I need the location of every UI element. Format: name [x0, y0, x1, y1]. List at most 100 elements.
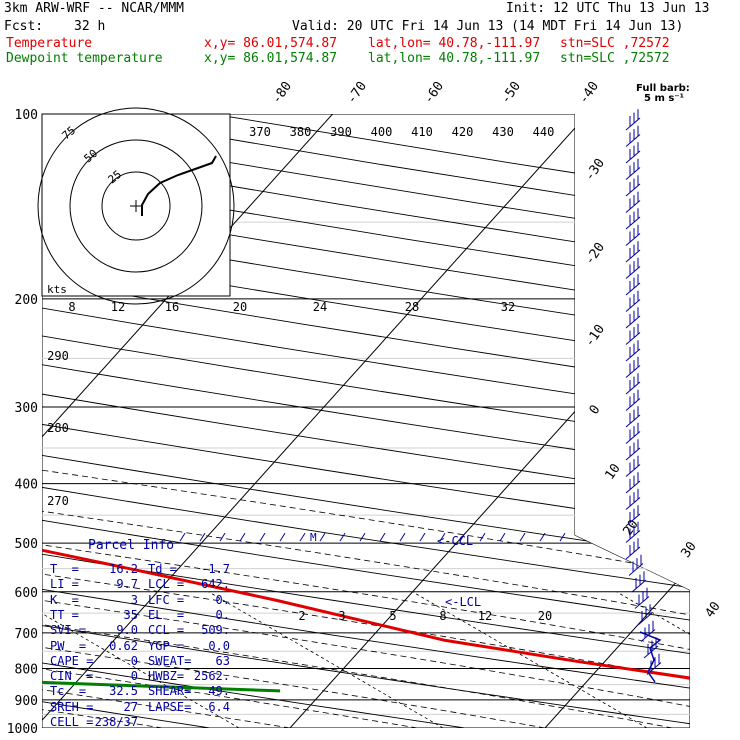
isotherm-label--30: -30: [582, 156, 608, 184]
mixing-ratio-label-3: 3: [338, 609, 345, 623]
lifted-tick: [339, 532, 346, 542]
dry-adiabat-330: [42, 114, 690, 728]
parcel-row-label2: LFC =: [148, 592, 185, 607]
parcel-info-title: Parcel Info: [88, 538, 175, 553]
theta-e-label-8: 8: [68, 300, 75, 314]
theta-e-label-28: 28: [405, 300, 419, 314]
lifted-tick: [279, 532, 286, 542]
theta-label-440: 440: [533, 125, 555, 139]
wind-barb: [625, 191, 641, 213]
lifted-tick: [499, 532, 506, 542]
parcel-row-label2: Td =: [148, 562, 177, 576]
wind-barb-staff: [625, 530, 641, 543]
wind-barb-staff: [625, 414, 641, 428]
wind-barb: [625, 290, 641, 312]
wind-barb: [631, 571, 647, 593]
lifted-tick: [459, 532, 466, 542]
parcel-row-value2: 0.: [215, 592, 230, 607]
wind-barb-staff: [625, 365, 641, 378]
wind-barb: [625, 439, 641, 461]
wind-barb-staff: [625, 216, 641, 230]
wind-barb-legend-line1: Full barb:: [636, 83, 690, 94]
isotherm-label-10: 10: [602, 461, 623, 482]
parcel-row-value: 32.5: [109, 684, 138, 699]
lcl-marker: <-LCL: [445, 595, 481, 609]
pressure-tick-200: 200: [15, 293, 38, 308]
dewpoint-station: stn=SLC ,72572: [560, 51, 670, 66]
parcel-row-value2: 6.4: [208, 699, 230, 714]
pressure-tick-1000: 1000: [7, 722, 38, 737]
parcel-row-label: LI =: [50, 577, 79, 592]
lifted-tick: [479, 532, 486, 542]
wind-barb: [625, 175, 641, 197]
wind-barb-staff: [625, 315, 641, 329]
wind-barb-staff: [625, 332, 641, 345]
moist-adiabat-10: [42, 298, 546, 728]
lifted-tick: [379, 532, 386, 542]
parcel-row-value2: 509.: [201, 623, 230, 638]
theta-e-label-16: 16: [165, 300, 179, 314]
lifted-tick: [299, 532, 306, 542]
theta-label-430: 430: [492, 125, 514, 139]
temperature-latlon: lat,lon= 40.78,-111.97: [368, 36, 541, 51]
lifted-tick: [399, 532, 406, 542]
dry-adiabat-480: [212, 114, 690, 728]
dry-adiabat-400: [42, 114, 690, 728]
wind-barb: [625, 340, 641, 362]
wind-barb: [625, 241, 641, 263]
wind-barb-staff: [625, 266, 641, 279]
dry-adiabat-label-280: 280: [47, 421, 69, 435]
theta-e-label-20: 20: [233, 300, 247, 314]
parcel-row-label2: CCL =: [148, 623, 185, 638]
lifted-tick: [219, 532, 226, 542]
lifted-tick: [359, 532, 366, 542]
isotherm-10: [544, 114, 690, 728]
moist-adiabat-35: [42, 298, 690, 728]
wind-barb-staff: [625, 282, 641, 296]
isotherm-label--20: -20: [582, 240, 608, 268]
lifted-tick: [539, 532, 546, 542]
theta-e-label-24: 24: [313, 300, 327, 314]
wind-barb: [625, 158, 641, 180]
lifted-tick: [259, 532, 266, 542]
parcel-row-value: 0.62: [109, 638, 138, 653]
wind-barb-staff: [625, 497, 641, 510]
parcel-row-value: 0: [130, 653, 138, 668]
wind-barb-staff: [625, 233, 641, 246]
parcel-row-value: 35: [123, 607, 138, 622]
sounding-lines: [42, 114, 690, 693]
wind-barb-staff: [625, 183, 641, 197]
wind-barb: [625, 538, 641, 560]
parcel-row-value: 238/37: [94, 715, 138, 729]
wind-barb-staff: [625, 447, 641, 461]
dry-adiabat-label-270: 270: [47, 494, 69, 508]
wind-barb: [640, 620, 656, 642]
temperature-xy: x,y= 86.01,574.87: [204, 36, 338, 51]
parcel-row-label2: HWBZ=: [148, 669, 185, 684]
pressure-tick-900: 900: [15, 694, 38, 709]
parcel-row-value2: 0.0: [208, 638, 230, 653]
dewpoint-latlon: lat,lon= 40.78,-111.97: [368, 51, 541, 66]
parcel-row-label: CAPE =: [50, 653, 94, 668]
wind-barb: [625, 455, 641, 477]
isotherm-label--60: -60: [421, 79, 447, 107]
parcel-row-label: SREH =: [50, 699, 94, 714]
parcel-row-label: CELL =: [50, 715, 94, 729]
mixing-ratio-label-5: 5: [389, 609, 396, 623]
lifted-tick: [559, 532, 566, 542]
wind-barb-staff: [625, 431, 641, 444]
mixing-ratio-label-2: 2: [298, 609, 305, 623]
wind-barb-staff: [625, 381, 641, 395]
dewpoint-xy: x,y= 86.01,574.87: [204, 51, 338, 66]
wind-barb-staff: [625, 464, 641, 477]
dry-adiabat-290: [42, 114, 690, 728]
wind-barb-legend: Full barb: 5 m s⁻¹: [636, 84, 690, 104]
wind-barb: [625, 356, 641, 378]
wind-barb-staff: [625, 398, 641, 411]
wind-barb-staff: [646, 662, 662, 675]
pressure-tick-500: 500: [15, 537, 38, 552]
wind-barb-staff: [637, 612, 653, 626]
pressure-tick-100: 100: [15, 108, 38, 123]
